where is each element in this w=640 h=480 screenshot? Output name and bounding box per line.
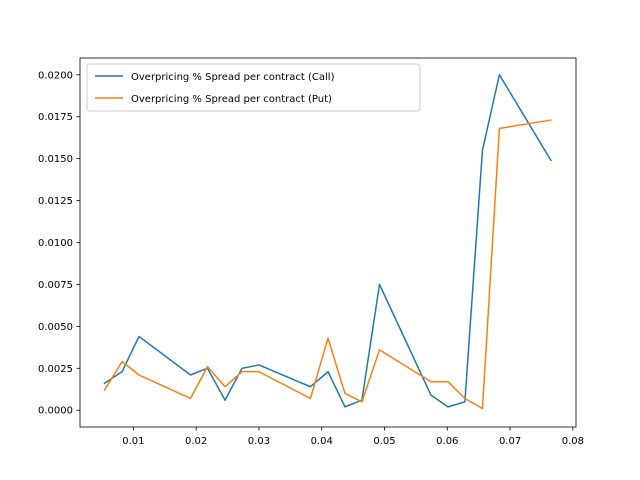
y-tick-label: 0.0100 (38, 238, 73, 249)
series-layer (103, 74, 552, 410)
y-axis: 0.0000 0.0025 0.0050 0.0075 0.0100 0.0125 0.01… (38, 70, 80, 417)
series-line-put (103, 119, 552, 410)
y-tick-label: 0.0025 (38, 364, 73, 375)
x-tick-label: 0.04 (311, 436, 333, 447)
x-axis: 0.01 0.02 0.03 0.04 0.05 0.06 0.07 0.08 (122, 427, 584, 447)
legend-label: Overpricing % Spread per contract (Put) (131, 94, 332, 105)
y-tick-label: 0.0050 (38, 322, 73, 333)
x-tick-label: 0.06 (436, 436, 458, 447)
legend-label: Overpricing % Spread per contract (Call) (131, 72, 335, 83)
y-tick-label: 0.0200 (38, 70, 73, 81)
y-tick-label: 0.0075 (38, 280, 73, 291)
x-tick-label: 0.03 (248, 436, 270, 447)
x-tick-label: 0.01 (122, 436, 144, 447)
y-tick-label: 0.0150 (38, 154, 73, 165)
x-tick-label: 0.08 (562, 436, 584, 447)
y-tick-label: 0.0175 (38, 112, 73, 123)
y-tick-label: 0.0000 (38, 406, 73, 417)
x-tick-label: 0.05 (373, 436, 395, 447)
x-tick-label: 0.02 (185, 436, 207, 447)
series-line-call (103, 74, 552, 408)
legend: Overpricing % Spread per contract (Call)… (86, 63, 421, 112)
y-tick-label: 0.0125 (38, 196, 73, 207)
x-tick-label: 0.07 (499, 436, 521, 447)
legend-box (86, 63, 421, 112)
